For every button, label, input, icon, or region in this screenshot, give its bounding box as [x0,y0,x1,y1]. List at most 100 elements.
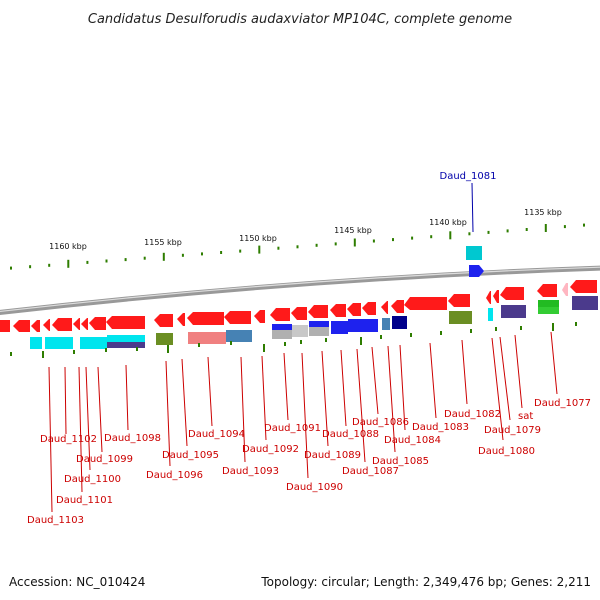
gene-arrow[interactable] [81,318,88,330]
feature-block[interactable] [156,333,173,345]
gene-arrow[interactable] [493,290,499,303]
gene-arrow[interactable] [187,312,224,325]
label-daud-1082[interactable]: Daud_1082 [444,339,501,420]
gene-arrow[interactable] [486,291,491,304]
feature-block[interactable] [292,325,308,337]
genome-backbone-highlight [0,266,600,313]
feature-block[interactable] [226,330,252,342]
feature-block[interactable] [488,308,493,321]
label-daud-1099[interactable]: Daud_1099 [76,366,133,465]
feature-block[interactable] [449,311,472,324]
label-daud-1094[interactable]: Daud_1094 [188,356,245,440]
label-daud-1091[interactable]: Daud_1091 [264,352,321,434]
gene-arrow[interactable] [0,320,10,332]
feature-block[interactable] [331,321,348,334]
feature-block[interactable] [348,319,378,332]
feature-block[interactable] [309,321,329,327]
label-daud-1102[interactable]: Daud_1102 [40,366,97,445]
label-daud-1093[interactable]: Daud_1093 [222,356,279,477]
label-daud-1077[interactable]: Daud_1077 [534,331,591,409]
gene-arrow[interactable] [52,318,72,331]
scale-minor-tick [29,265,32,269]
gene-arrow[interactable] [381,301,388,314]
label-daud-1088[interactable]: Daud_1088 [322,349,379,440]
gene-arrow[interactable] [270,308,290,321]
gene-arrow[interactable] [31,320,40,332]
scale-tick-label: 1155 kbp [144,238,182,247]
label-daud-1090[interactable]: Daud_1090 [286,352,343,493]
gene-arrow[interactable] [89,317,106,330]
feature-block[interactable] [501,305,526,318]
gene-arrow[interactable] [347,303,361,316]
feature-block[interactable] [382,318,390,330]
scale-minor-tick [563,225,566,229]
label-daud-1084[interactable]: Daud_1084 [384,344,441,446]
feature-block[interactable] [272,324,292,330]
scale-minor-tick [372,239,375,243]
label-daud-1080[interactable]: Daud_1080 [478,337,535,457]
gene-arrow[interactable] [154,314,173,327]
gene-arrow[interactable] [330,304,346,317]
gene-arrow[interactable] [391,300,404,313]
feature-block[interactable] [538,307,559,314]
feature-block[interactable] [392,316,407,329]
scale-minor-tick [583,223,585,227]
scale-tick-label: 1135 kbp [524,208,562,217]
label-daud-1086[interactable]: Daud_1086 [352,346,409,428]
accession-text: Accession: NC_010424 [9,575,145,589]
gene-arrow[interactable] [13,320,30,332]
gene-arrow[interactable] [73,318,80,330]
feature-block[interactable] [107,335,145,343]
label-daud-1092[interactable]: Daud_1092 [242,355,299,455]
gene-arrow[interactable] [570,280,597,293]
gene-arrow[interactable] [106,316,145,329]
label-daud-1083[interactable]: Daud_1083 [412,342,469,433]
gene-arrow[interactable] [448,294,470,307]
label-daud-1081[interactable]: Daud_1081 [440,171,497,233]
label-daud-1095[interactable]: Daud_1095 [162,358,219,461]
scale-dots [10,223,585,270]
feature-block[interactable] [45,337,73,349]
label-daud-1085[interactable]: Daud_1085 [372,345,429,467]
gene-arrow[interactable] [224,311,251,324]
gene-daud-1081-arrow[interactable] [469,265,484,277]
gene-arrow[interactable] [537,284,557,297]
feature-block[interactable] [188,332,226,344]
label-daud-1096[interactable]: Daud_1096 [146,360,203,481]
label-daud-1089[interactable]: Daud_1089 [304,350,361,461]
scale-minor-tick [124,258,127,262]
gene-labels: Daud_1081 Daud_1103 Daud_1102 Daud_1101 … [27,171,591,526]
gene-arrow[interactable] [500,287,524,300]
svg-text:Daud_1102: Daud_1102 [40,434,97,445]
gene-arrow[interactable] [308,305,328,318]
scale-minor-tick [506,229,509,233]
gene-arrow[interactable] [254,310,265,323]
svg-text:Daud_1088: Daud_1088 [322,429,379,440]
gene-arrow[interactable] [362,302,376,315]
gene-arrow[interactable] [562,283,568,296]
scale-major-tick [544,224,547,232]
label-daud-1101[interactable]: Daud_1101 [56,366,113,506]
gene-arrow[interactable] [291,307,307,320]
label-daud-1079[interactable]: Daud_1079 [484,336,541,436]
feature-block[interactable] [107,342,145,348]
feature-block[interactable] [572,296,598,310]
feature-block[interactable] [538,300,559,308]
label-daud-1098[interactable]: Daud_1098 [104,364,161,444]
gene-arrow[interactable] [177,313,185,326]
label-daud-1100[interactable]: Daud_1100 [64,366,121,485]
scale-minor-tick [296,245,299,249]
label-sat[interactable]: sat [514,334,533,422]
svg-text:Daud_1087: Daud_1087 [342,466,399,477]
scale-minor-tick [239,249,242,253]
scale-minor-tick [48,263,51,267]
gene-daud-1081-block[interactable] [466,246,482,260]
gene-arrow[interactable] [404,297,447,310]
feature-block[interactable] [80,337,107,349]
svg-text:Daud_1083: Daud_1083 [412,422,469,433]
feature-block[interactable] [30,337,42,349]
label-daud-1087[interactable]: Daud_1087 [342,348,399,477]
gene-arrow[interactable] [43,319,50,331]
svg-text:Daud_1089: Daud_1089 [304,450,361,461]
label-daud-1103[interactable]: Daud_1103 [27,366,84,526]
